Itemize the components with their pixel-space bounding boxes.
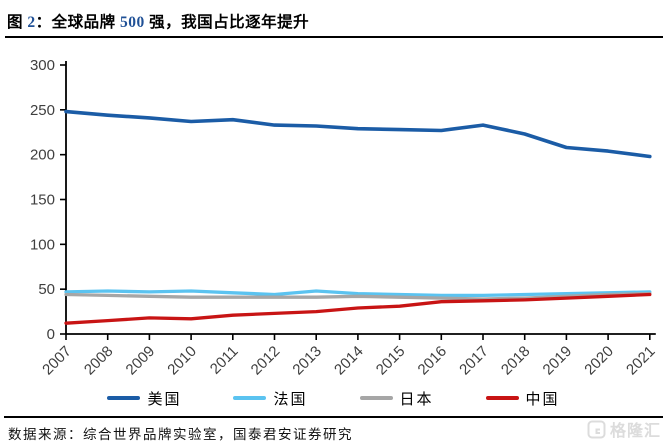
figure-title-number: 500 [120,14,145,31]
gelonghui-logo-icon [587,420,606,438]
legend-label: 日本 [399,391,434,408]
legend-line-swatch-usa [107,396,141,400]
legend-line-swatch-japan [359,396,393,400]
legend-line-swatch-china [485,396,519,400]
svg-text:2007: 2007 [39,343,75,379]
svg-text:100: 100 [30,236,55,253]
svg-text:200: 200 [30,147,55,164]
figure-title-part: 图 [7,14,28,31]
figure-number: 2 [27,14,36,31]
svg-text:0: 0 [47,326,55,343]
svg-text:2013: 2013 [289,343,325,379]
chart-legend: 美国 法国 日本 中国 [0,387,667,409]
legend-item-japan: 日本 [359,388,434,409]
svg-text:2008: 2008 [81,343,117,379]
legend-line-swatch-france [233,396,267,400]
svg-text:2011: 2011 [207,343,242,378]
figure-title-part: 强，我国占比逐年提升 [144,14,310,31]
svg-text:2009: 2009 [123,343,159,379]
svg-text:2016: 2016 [415,343,451,379]
svg-text:2010: 2010 [164,343,200,379]
gelonghui-logo-text: 格隆汇 [609,423,661,440]
svg-text:50: 50 [38,281,55,298]
svg-text:2019: 2019 [540,343,576,379]
gelonghui-watermark: 格隆汇 [587,417,661,441]
legend-item-france: 法国 [233,388,307,409]
legend-label: 法国 [273,391,308,408]
legend-item-usa: 美国 [107,388,181,409]
title-divider [5,36,663,39]
figure-title: 图 2：全球品牌 500 强，我国占比逐年提升 [7,10,309,32]
legend-item-china: 中国 [485,388,560,409]
svg-text:150: 150 [30,192,55,209]
svg-text:300: 300 [30,57,55,74]
figure-title-part: ：全球品牌 [35,14,121,31]
svg-text:2021: 2021 [623,343,659,379]
svg-text:2012: 2012 [248,343,284,379]
legend-label: 美国 [147,391,182,408]
svg-text:2017: 2017 [456,343,492,379]
footer-divider [4,416,663,418]
svg-text:250: 250 [30,102,55,119]
svg-text:2015: 2015 [373,343,409,379]
data-source-note: 数据来源：综合世界品牌实验室，国泰君安证券研究 [8,427,353,442]
legend-label: 中国 [525,391,560,408]
svg-text:2014: 2014 [331,343,367,379]
svg-text:2020: 2020 [581,343,617,379]
svg-text:2018: 2018 [498,343,534,379]
